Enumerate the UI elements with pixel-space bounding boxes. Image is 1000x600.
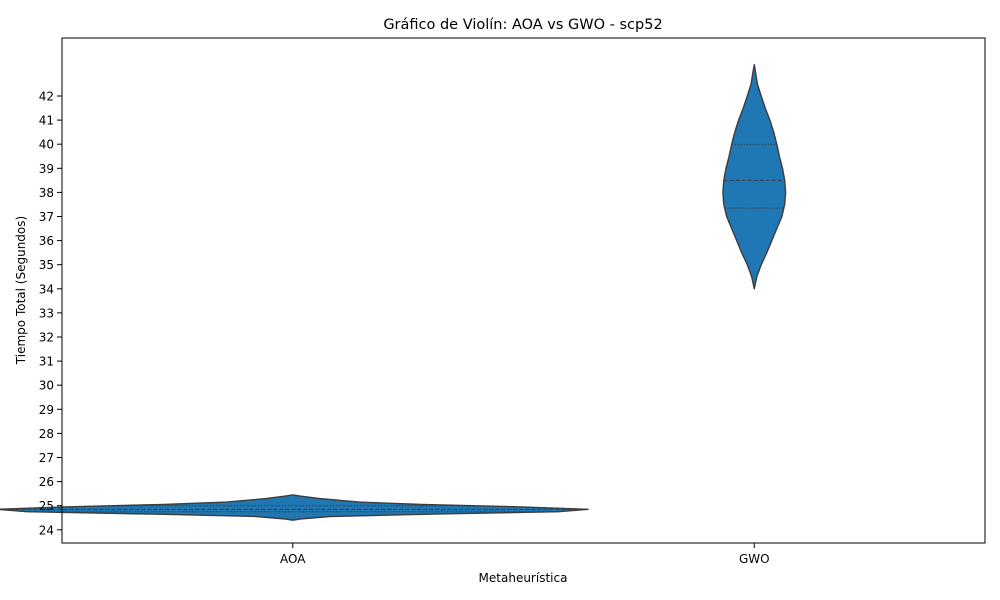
y-tick-label: 27: [39, 451, 54, 465]
x-tick-label: GWO: [739, 552, 770, 566]
y-tick-label: 30: [39, 379, 54, 393]
chart-title: Gráfico de Violín: AOA vs GWO - scp52: [383, 17, 662, 33]
y-axis-label: Tiempo Total (Segundos): [14, 216, 28, 365]
y-axis: 24 25 26 27 28 29 30 31 32 33 34 35 36 37 38 39 40 41 42: [39, 90, 62, 537]
y-tick-label: 35: [39, 258, 54, 272]
y-tick-label: 31: [39, 355, 54, 369]
x-axis: AOA GWO: [280, 543, 770, 566]
violin-gwo: [722, 63, 787, 290]
y-tick-label: 33: [39, 306, 54, 320]
y-tick-label: 34: [39, 282, 54, 296]
y-tick-label: 32: [39, 331, 54, 345]
x-tick-label: AOA: [280, 552, 306, 566]
y-tick-label: 28: [39, 427, 54, 441]
y-tick-label: 40: [39, 138, 54, 152]
y-tick-label: 38: [39, 186, 54, 200]
plot-frame: [61, 37, 986, 544]
y-tick-label: 39: [39, 162, 54, 176]
violin-aoa: [0, 494, 589, 521]
y-tick-label: 41: [39, 114, 54, 128]
y-tick-label: 42: [39, 90, 54, 104]
y-tick-label: 26: [39, 475, 54, 489]
y-tick-label: 24: [39, 523, 54, 537]
y-tick-label: 25: [39, 499, 54, 513]
x-axis-label: Metaheurística: [479, 571, 568, 585]
y-tick-label: 29: [39, 403, 54, 417]
violin-layer: [0, 63, 787, 521]
y-tick-label: 37: [39, 210, 54, 224]
y-tick-label: 36: [39, 234, 54, 248]
